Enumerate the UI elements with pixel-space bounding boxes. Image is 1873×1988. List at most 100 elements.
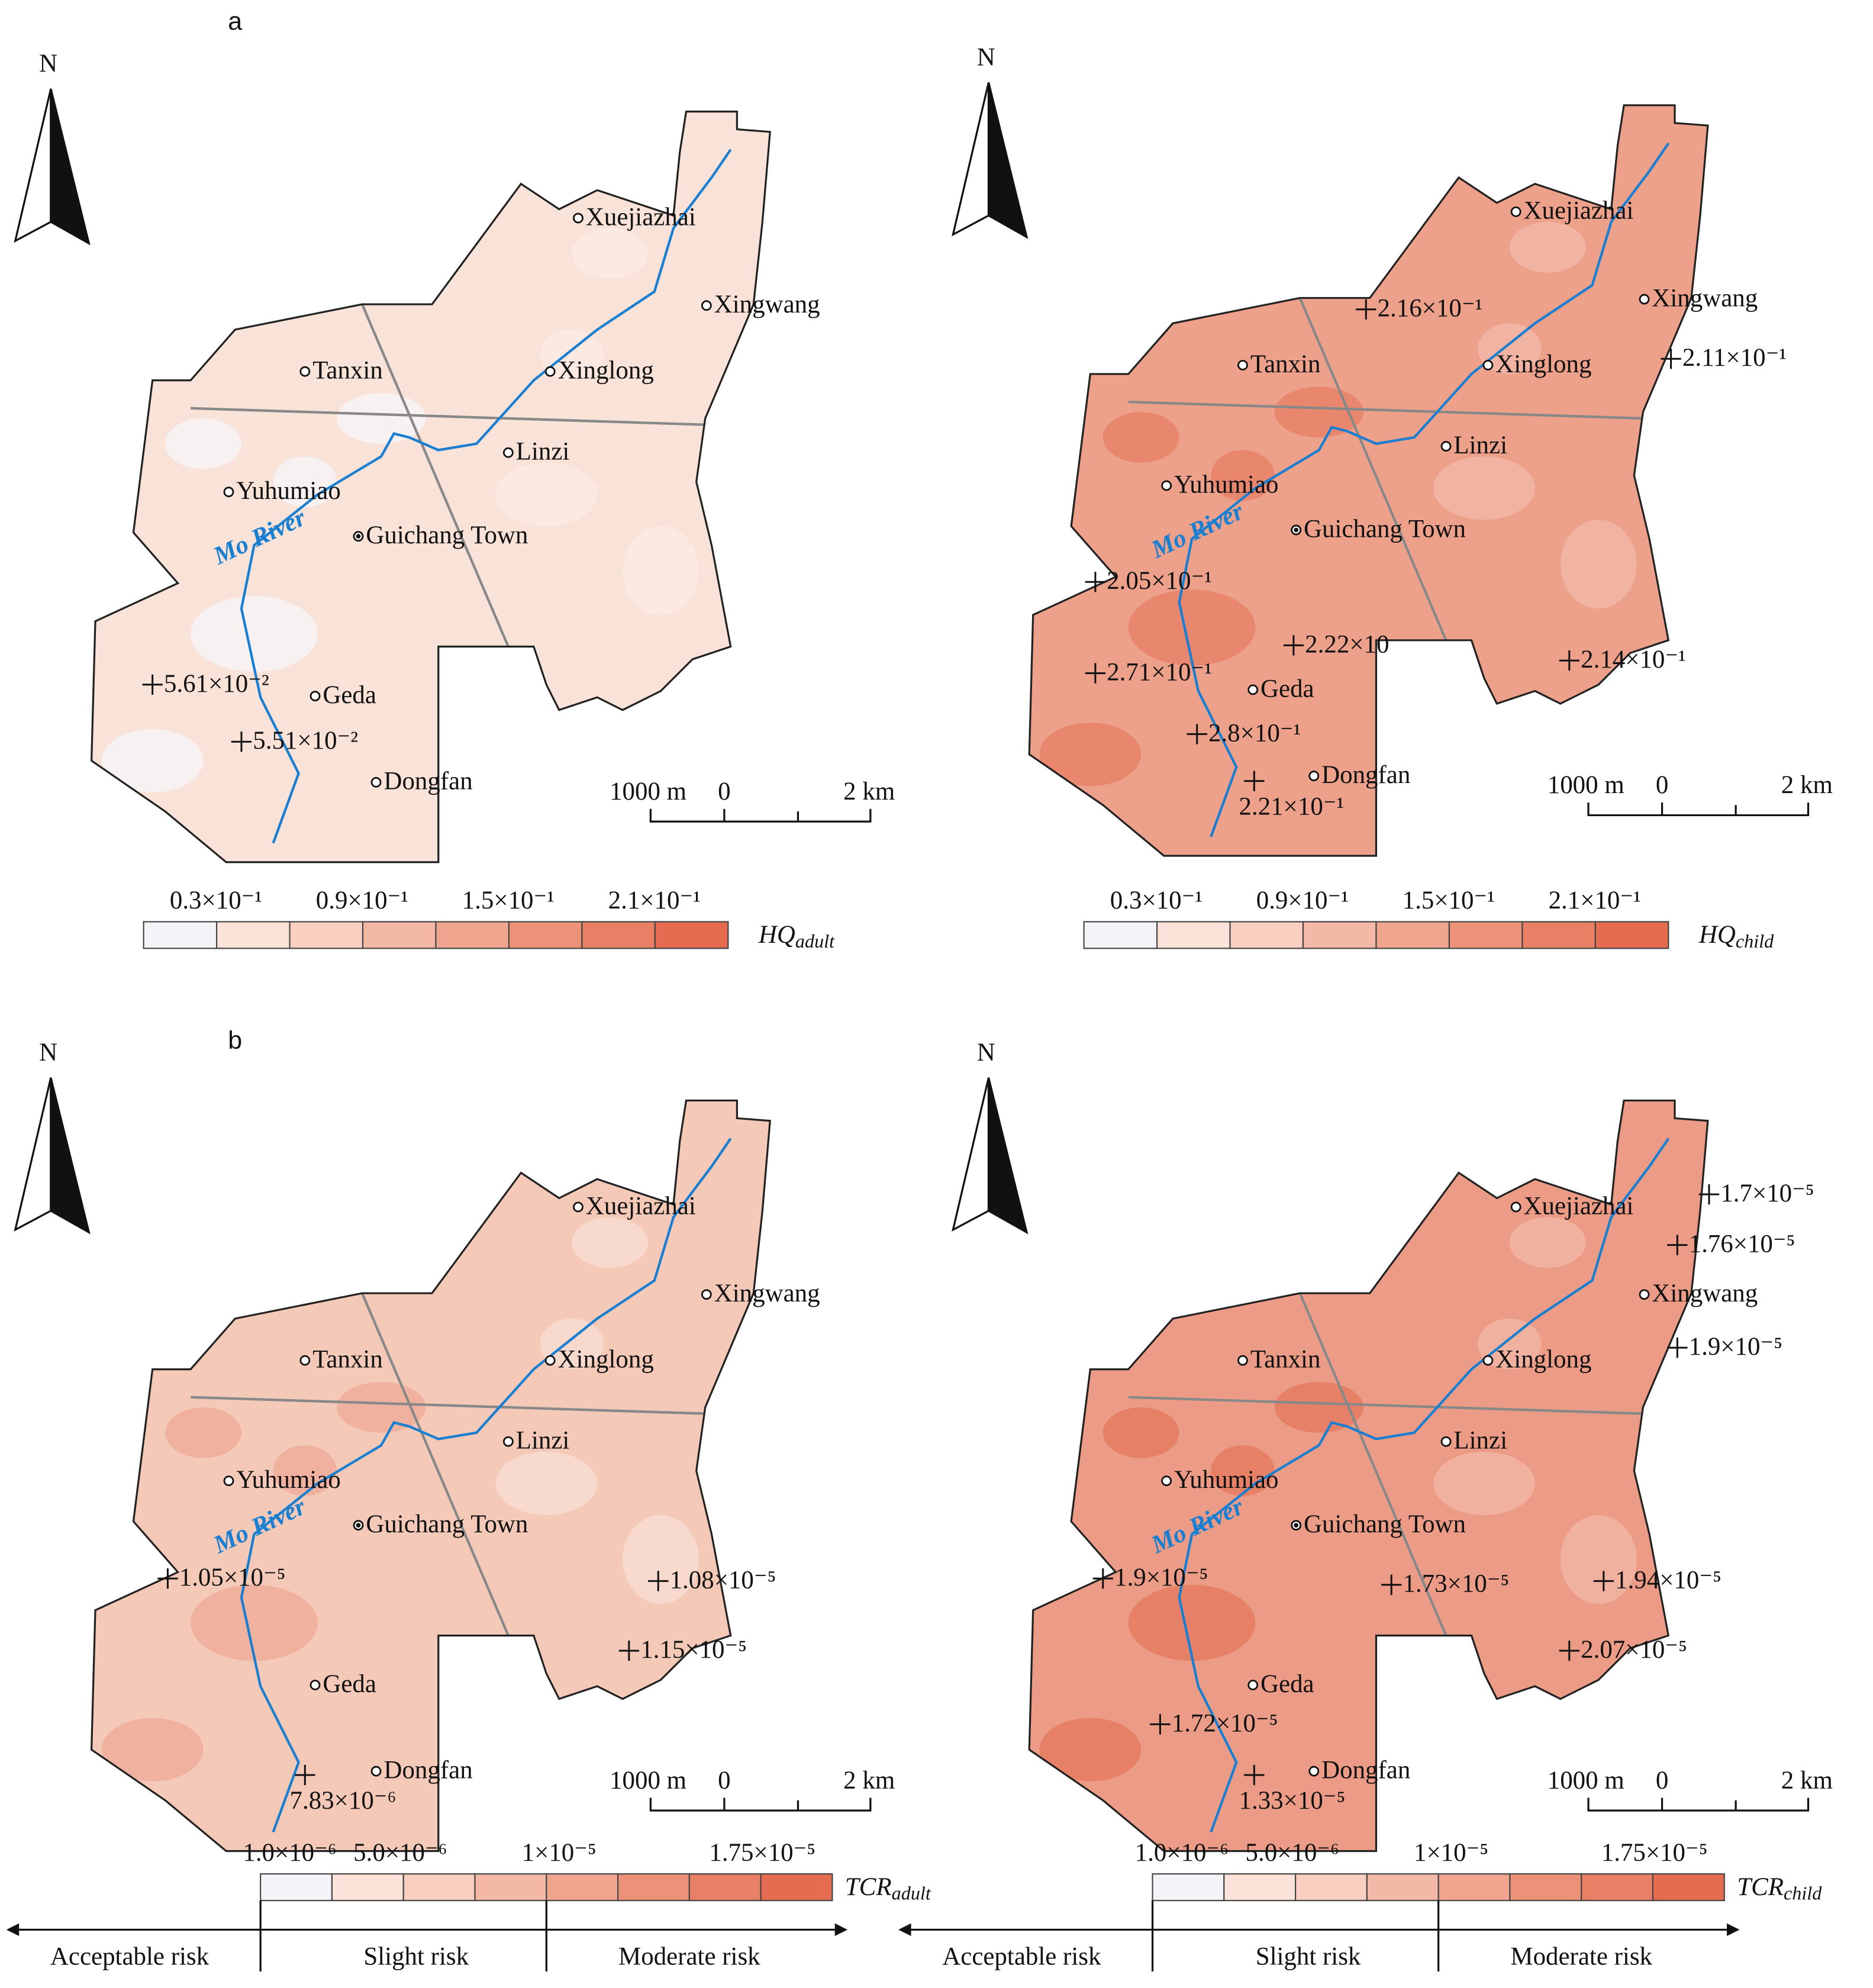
place-label: Guichang Town — [1304, 1510, 1466, 1538]
sample-cross — [1085, 663, 1106, 684]
place-marker — [544, 366, 556, 377]
north-label: N — [977, 1039, 995, 1067]
place-label: Dongfan — [383, 1757, 472, 1784]
legend-title: HQadult — [758, 921, 835, 952]
legend-swatch — [260, 1873, 333, 1902]
surface-patch — [1128, 1584, 1256, 1661]
legend-swatch — [1295, 1873, 1368, 1902]
risk-axis — [12, 1900, 839, 1972]
place-label: Dongfan — [1321, 761, 1410, 789]
place-label: Xingwang — [714, 291, 820, 318]
place-label: Xingwang — [714, 1280, 820, 1307]
place-marker — [1510, 1201, 1521, 1213]
panel-label: a — [228, 7, 242, 36]
sample-label: 2.8×10⁻¹ — [1208, 719, 1301, 747]
scale-label: 1000 m — [610, 778, 686, 805]
risk-class-label: Moderate risk — [618, 1943, 760, 1971]
legend-tick-label: 2.1×10⁻¹ — [1549, 887, 1641, 914]
sample-cross — [1085, 572, 1106, 592]
scale-label: 0 — [718, 778, 730, 805]
place-marker — [1161, 480, 1172, 491]
scale-label: 0 — [1656, 1767, 1668, 1794]
surface-patch — [1274, 1382, 1363, 1433]
place-label: Geda — [1261, 1670, 1314, 1698]
legend-tick-label: 0.9×10⁻¹ — [1256, 887, 1349, 914]
legend-swatch — [331, 1873, 404, 1902]
place-marker — [223, 1475, 234, 1487]
surface-patch — [1039, 723, 1142, 787]
surface-patch — [1560, 520, 1637, 609]
sample-cross — [1559, 650, 1579, 671]
legend-title-sub: adult — [892, 1883, 931, 1904]
risk-axis — [904, 1900, 1731, 1972]
scale-label: 2 km — [1781, 1767, 1833, 1794]
river — [1178, 142, 1670, 837]
surface-patch — [337, 393, 426, 444]
risk-surface — [1029, 1100, 1708, 1851]
sample-cross — [142, 674, 163, 695]
scale-bar — [1587, 1797, 1810, 1812]
north-label: N — [39, 50, 57, 78]
place-label: Tanxin — [1250, 1346, 1321, 1374]
place-marker — [1237, 360, 1248, 370]
scale-bar — [1587, 803, 1810, 817]
place-marker — [1482, 1355, 1494, 1366]
surface-patch — [1560, 1515, 1637, 1604]
sample-label: 2.05×10⁻¹ — [1107, 567, 1212, 595]
legend-swatch — [435, 921, 510, 949]
legend-swatch — [1223, 1873, 1297, 1902]
surface-patch — [1478, 323, 1542, 374]
legend-swatch — [760, 1873, 833, 1902]
place-marker — [1510, 206, 1521, 217]
town-dot — [356, 1523, 361, 1528]
place-marker — [544, 1355, 556, 1366]
legend-swatch — [1509, 1873, 1582, 1902]
sample-cross — [648, 1571, 669, 1591]
sample-label: 2.22×10 — [1305, 630, 1389, 658]
place-marker — [502, 1436, 514, 1447]
place-label: Xuejiazhai — [586, 203, 696, 231]
surface-patch — [1509, 221, 1586, 273]
sample-cross — [1187, 724, 1207, 745]
sample-label: 1.94×10⁻⁵ — [1615, 1566, 1722, 1594]
surface-patch — [1211, 1445, 1275, 1496]
sample-cross — [1667, 1235, 1688, 1255]
legend-tick-label: 1×10⁻⁵ — [522, 1839, 597, 1867]
legend-swatch — [581, 921, 656, 949]
legend-swatch — [1437, 1873, 1511, 1902]
place-label: Guichang Town — [1304, 515, 1466, 543]
scale-label: 0 — [718, 1767, 730, 1794]
scale-label: 1000 m — [610, 1767, 686, 1794]
legend-title-main: TCR — [1737, 1873, 1784, 1901]
place-label: Tanxin — [312, 1346, 383, 1374]
place-label: Dongfan — [1321, 1757, 1410, 1784]
sample-label: 1.9×10⁻⁵ — [1114, 1564, 1208, 1591]
road — [360, 304, 510, 647]
place-label: Xinglong — [1495, 1346, 1591, 1374]
surface-patch — [495, 1451, 598, 1515]
sample-label: 1.9×10⁻⁵ — [1689, 1333, 1782, 1361]
map-outline — [1028, 1099, 1709, 1852]
panel-label: b — [228, 1026, 242, 1055]
surface-patch — [1102, 1407, 1179, 1458]
legend-swatch — [1652, 1873, 1725, 1902]
legend-title-main: HQ — [758, 921, 795, 949]
river — [240, 149, 732, 844]
scale-bar — [649, 1797, 872, 1812]
legend-swatch — [402, 1873, 476, 1902]
sample-cross — [1244, 1764, 1265, 1786]
road — [1298, 297, 1448, 641]
legend-swatch — [654, 921, 729, 949]
place-label: Xinglong — [558, 357, 654, 385]
place-label: Xingwang — [1652, 1280, 1758, 1307]
sample-label: 2.07×10⁻⁵ — [1581, 1636, 1687, 1664]
place-label: Yuhumiao — [236, 1466, 340, 1494]
legend-swatch — [1152, 1873, 1225, 1902]
legend-swatch — [143, 921, 218, 949]
legend-tick-label: 1.75×10⁻⁵ — [1601, 1839, 1708, 1867]
legend-swatch — [1521, 921, 1596, 949]
legend-tick-label: 1.0×10⁻⁶ — [1135, 1839, 1229, 1867]
place-label: Yuhumiao — [236, 477, 340, 505]
surface-patch — [1211, 450, 1275, 501]
surface-patch — [623, 1515, 699, 1604]
